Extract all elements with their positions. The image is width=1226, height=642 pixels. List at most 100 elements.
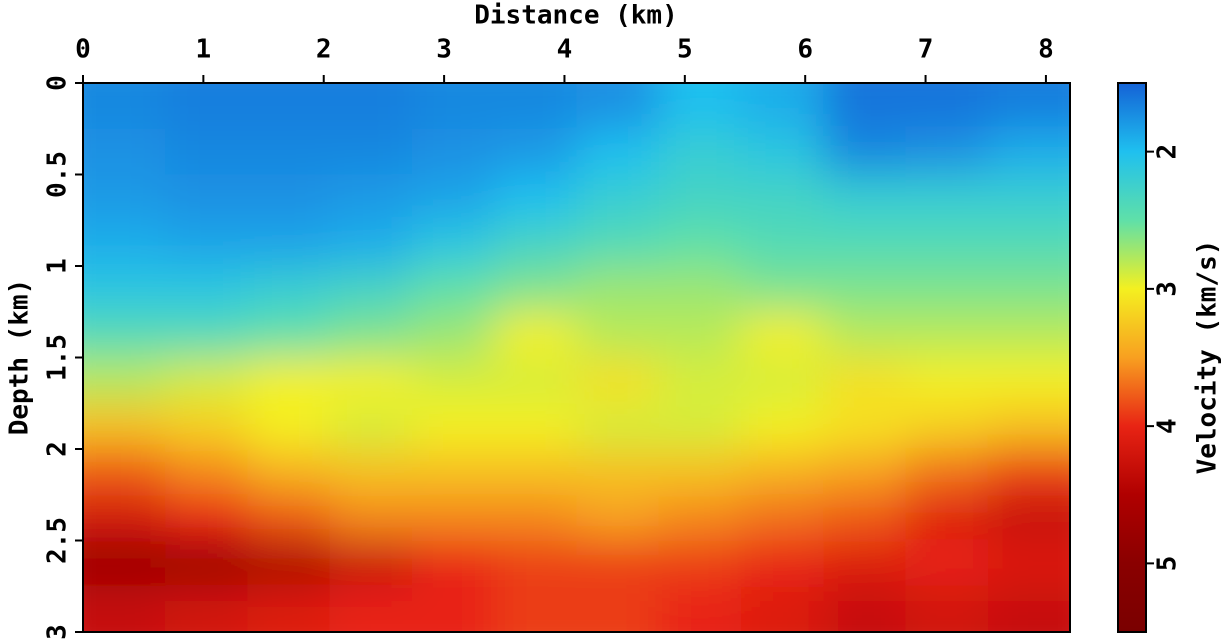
heat-cell: [329, 540, 413, 588]
heat-cell: [83, 311, 167, 359]
heat-cell: [576, 494, 660, 542]
heat-cell: [247, 586, 331, 632]
heat-cell: [823, 586, 907, 632]
heat-cell: [247, 311, 331, 359]
heat-cell: [658, 83, 742, 130]
heat-cell: [412, 128, 496, 176]
heat-cell: [83, 266, 167, 313]
heat-cell: [165, 586, 249, 632]
y-axis-title: Depth (km): [5, 279, 35, 436]
heat-cell: [987, 266, 1070, 313]
heat-cell: [329, 403, 413, 450]
heat-cell: [905, 220, 989, 267]
heat-cell: [658, 449, 742, 496]
heat-cell: [658, 357, 742, 405]
heat-cell: [247, 220, 331, 267]
heat-cell: [741, 83, 825, 130]
heat-cell: [165, 174, 249, 222]
heat-cell: [576, 128, 660, 176]
heat-cell: [412, 449, 496, 496]
heat-cell: [987, 220, 1070, 267]
heat-cell: [658, 403, 742, 450]
y-tick-label: 2.5: [43, 517, 73, 564]
heat-cell: [905, 266, 989, 313]
y-tick-label: 0: [43, 75, 73, 91]
x-tick-label: 3: [436, 35, 452, 65]
heat-cell: [905, 128, 989, 176]
heat-cell: [165, 220, 249, 267]
heat-cell: [494, 449, 578, 496]
heat-cell: [987, 311, 1070, 359]
heat-cell: [494, 174, 578, 222]
heat-cell: [412, 586, 496, 632]
heatmap: [83, 83, 1070, 632]
heat-cell: [494, 494, 578, 542]
heat-cell: [83, 586, 167, 632]
heat-cell: [412, 266, 496, 313]
heat-cell: [165, 83, 249, 130]
heat-cell: [165, 540, 249, 588]
heat-cell: [83, 83, 167, 130]
colorbar-title: Velocity (km/s): [1193, 240, 1223, 475]
heat-cell: [823, 357, 907, 405]
heat-cell: [823, 128, 907, 176]
heat-cell: [741, 311, 825, 359]
heat-cell: [83, 403, 167, 450]
heat-cell: [247, 494, 331, 542]
heat-cell: [823, 311, 907, 359]
heat-cell: [987, 540, 1070, 588]
heat-cell: [658, 494, 742, 542]
heat-cell: [329, 83, 413, 130]
heat-cell: [329, 174, 413, 222]
colorbar-tick-label: 2: [1153, 144, 1183, 160]
heat-cell: [658, 128, 742, 176]
heat-cell: [987, 357, 1070, 405]
y-tick-label: 1: [43, 258, 73, 274]
heat-cell: [494, 128, 578, 176]
heat-cell: [741, 357, 825, 405]
heat-cell: [165, 403, 249, 450]
heat-cell: [83, 540, 167, 588]
heat-cell: [494, 586, 578, 632]
heat-cell: [83, 449, 167, 496]
heat-cell: [412, 357, 496, 405]
heat-cell: [905, 449, 989, 496]
heat-cell: [165, 494, 249, 542]
heat-cell: [247, 403, 331, 450]
heat-cell: [741, 266, 825, 313]
heat-cell: [741, 220, 825, 267]
heat-cell: [741, 586, 825, 632]
heat-cell: [987, 83, 1070, 130]
heat-cell: [658, 174, 742, 222]
heat-cell: [823, 174, 907, 222]
heat-cell: [494, 540, 578, 588]
heat-cell: [576, 357, 660, 405]
heat-cell: [165, 449, 249, 496]
heat-cell: [741, 540, 825, 588]
heat-cell: [247, 174, 331, 222]
heat-cell: [658, 540, 742, 588]
heat-cell: [576, 540, 660, 588]
heat-cell: [823, 266, 907, 313]
heat-cell: [165, 128, 249, 176]
heat-cell: [576, 403, 660, 450]
x-tick-label: 8: [1038, 35, 1054, 65]
heat-cell: [905, 83, 989, 130]
heat-cell: [576, 174, 660, 222]
heat-cell: [329, 586, 413, 632]
y-tick-label: 3: [43, 624, 73, 640]
heat-cell: [987, 494, 1070, 542]
heat-cell: [576, 220, 660, 267]
heat-cell: [823, 449, 907, 496]
heat-cell: [658, 220, 742, 267]
heat-cell: [494, 311, 578, 359]
heat-cell: [494, 220, 578, 267]
heat-cell: [165, 266, 249, 313]
heat-cell: [165, 357, 249, 405]
heat-cell: [83, 128, 167, 176]
y-tick-label: 1.5: [43, 334, 73, 381]
heat-cell: [329, 494, 413, 542]
x-axis-title: Distance (km): [474, 1, 678, 31]
heat-cell: [247, 540, 331, 588]
